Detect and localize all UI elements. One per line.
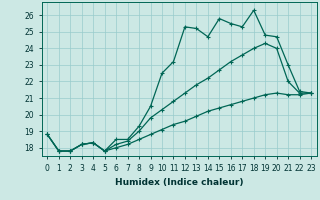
X-axis label: Humidex (Indice chaleur): Humidex (Indice chaleur) xyxy=(115,178,244,187)
